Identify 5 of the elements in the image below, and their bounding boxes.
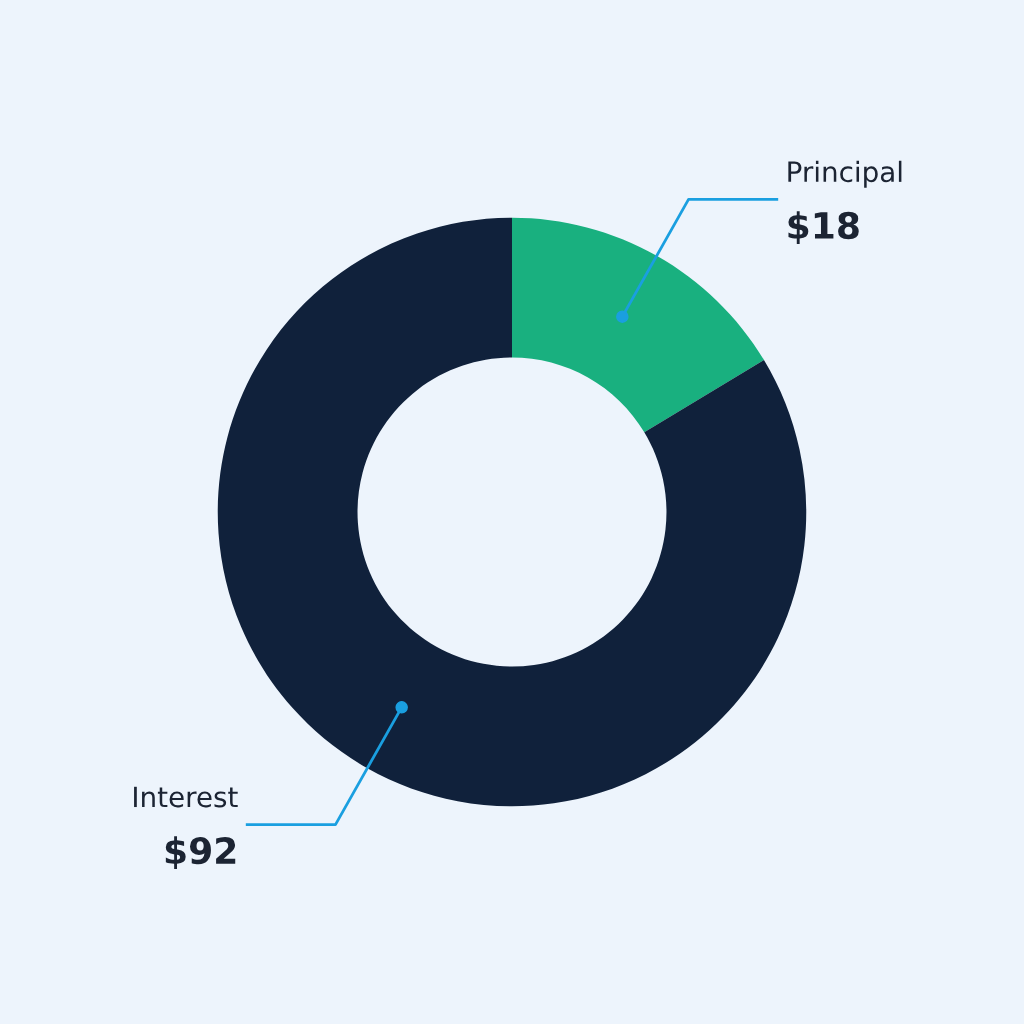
slice-label: Principal xyxy=(788,160,902,188)
data-label: $92 xyxy=(165,836,236,870)
slice-label: Interest xyxy=(134,786,238,808)
data-label: $18 xyxy=(788,211,859,244)
donut-slice xyxy=(512,217,764,433)
